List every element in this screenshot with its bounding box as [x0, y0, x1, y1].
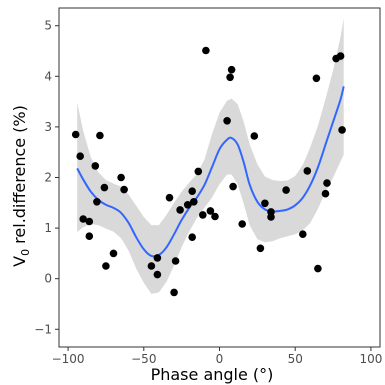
- data-point: [170, 288, 178, 297]
- data-point: [79, 215, 87, 223]
- data-point: [199, 211, 207, 219]
- data-point: [227, 65, 236, 74]
- data-point: [238, 220, 246, 228]
- data-point: [183, 201, 192, 209]
- y-tick-label: 1: [44, 221, 52, 235]
- data-point: [93, 198, 101, 206]
- data-point: [190, 198, 198, 206]
- data-point: [338, 126, 346, 134]
- data-point: [171, 257, 180, 265]
- x-tick-label: −100: [52, 352, 85, 366]
- smooth-line-layer: [76, 86, 345, 258]
- data-point: [206, 207, 215, 215]
- scatter-points-layer: [71, 46, 346, 297]
- data-point: [147, 262, 156, 270]
- data-point: [188, 233, 196, 241]
- data-point: [261, 199, 269, 208]
- data-point: [85, 232, 94, 240]
- data-point: [223, 117, 231, 125]
- x-tick-label: 0: [216, 352, 224, 366]
- data-point: [314, 264, 322, 273]
- data-point: [321, 189, 330, 198]
- data-point: [91, 162, 100, 170]
- y-tick-label: 4: [44, 69, 52, 83]
- data-point: [312, 74, 321, 83]
- y-axis-title: V0 rel.difference (%): [10, 105, 32, 267]
- confidence-band-layer: [77, 18, 344, 294]
- axes-layer: −100 −50 0 50 100 −1 0 1 2 3 4 5: [34, 7, 382, 366]
- data-point: [153, 254, 162, 262]
- data-point: [267, 213, 275, 221]
- y-tick-label: −1: [34, 322, 52, 336]
- data-point: [71, 130, 80, 139]
- data-point: [100, 183, 109, 192]
- data-point: [299, 230, 307, 238]
- data-point: [165, 193, 174, 202]
- x-axis-title: Phase angle (°): [151, 365, 274, 384]
- x-tick-label: −50: [131, 352, 156, 366]
- data-point: [250, 132, 259, 140]
- data-point: [153, 270, 162, 279]
- y-axis-title-subscript: 0: [19, 249, 32, 256]
- y-tick-label: 0: [44, 272, 52, 286]
- data-point: [194, 167, 203, 176]
- data-point: [176, 206, 184, 214]
- y-tick-label: 2: [44, 171, 52, 185]
- data-point: [96, 131, 104, 140]
- data-point: [211, 212, 219, 221]
- data-point: [76, 152, 84, 160]
- data-point: [109, 249, 118, 258]
- confidence-band: [77, 18, 344, 294]
- x-tick-label: 50: [288, 352, 303, 366]
- data-point: [226, 73, 234, 82]
- smooth-fit-line: [76, 86, 345, 258]
- y-axis-title-rest: rel.difference (%): [10, 105, 29, 249]
- data-point: [120, 185, 128, 194]
- data-point: [202, 46, 210, 55]
- y-tick-label: 3: [44, 120, 52, 134]
- x-tick-label: 100: [359, 352, 382, 366]
- data-point: [85, 217, 94, 226]
- data-point: [229, 182, 237, 191]
- data-point: [256, 244, 265, 253]
- data-point: [303, 167, 312, 175]
- data-point: [188, 187, 196, 195]
- y-tick-label: 5: [44, 19, 52, 33]
- data-point: [323, 179, 331, 187]
- data-point: [102, 262, 110, 270]
- data-point: [282, 186, 290, 194]
- data-point: [117, 173, 125, 182]
- y-axis-title-main: V: [10, 256, 29, 267]
- data-point: [336, 52, 345, 60]
